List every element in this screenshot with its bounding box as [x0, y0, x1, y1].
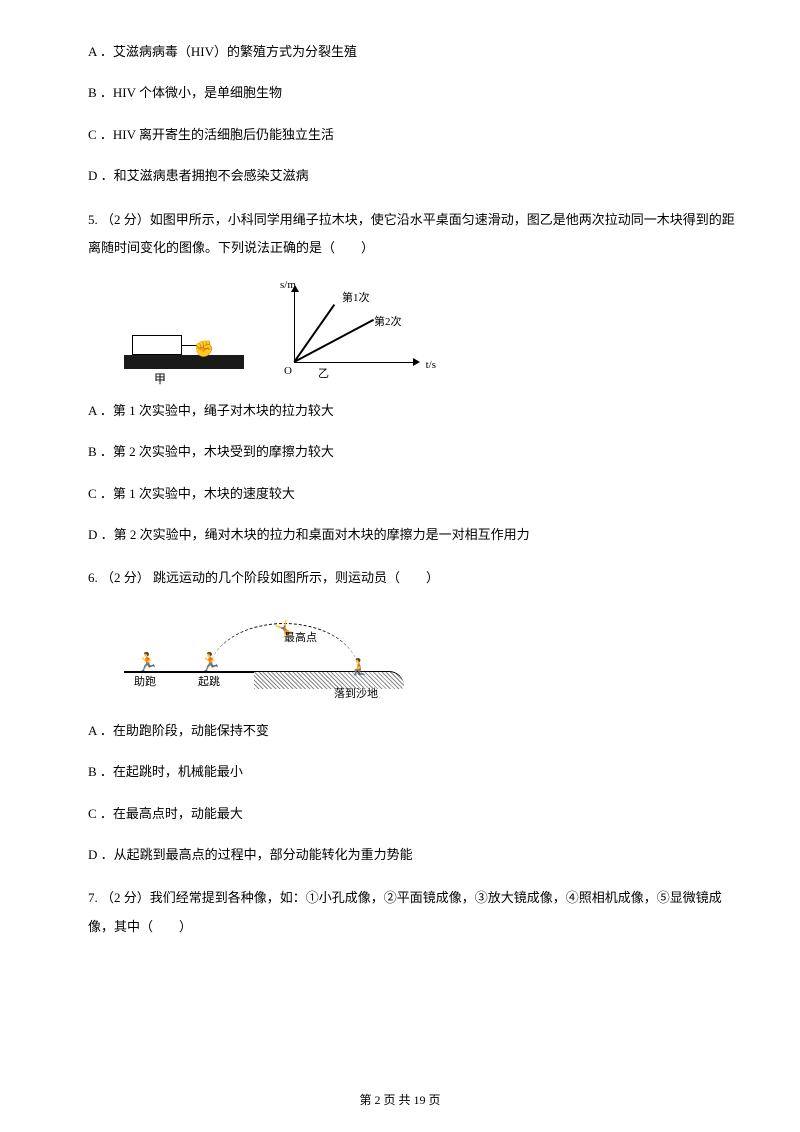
land-icon: 🧎: [349, 657, 369, 677]
phase-peak: 最高点: [284, 629, 317, 645]
q6-option-a: A ．在助跑阶段，动能保持不变: [64, 719, 736, 742]
x-axis-label: t/s: [426, 359, 436, 371]
q4-option-b: B ．HIV 个体微小，是单细胞生物: [64, 81, 736, 104]
block-pull-diagram: ✊ 甲: [124, 311, 254, 381]
phase-jump: 起跳: [198, 673, 220, 689]
y-axis-label: s/m: [280, 279, 296, 291]
q4-option-c: C ．HIV 离开寄生的活细胞后仍能独立生活: [64, 123, 736, 146]
runner-icon: 🏃: [136, 652, 158, 673]
phase-run: 助跑: [134, 673, 156, 689]
q6-option-b: B ．在起跳时，机械能最小: [64, 760, 736, 783]
q5-option-c: C ．第 1 次实验中，木块的速度较大: [64, 482, 736, 505]
q4-option-d: D ．和艾滋病患者拥抱不会感染艾滋病: [64, 164, 736, 187]
fig-label-yi: 乙: [318, 365, 329, 381]
q5-figure: ✊ 甲 s/m t/s O 第1次 第2次 乙: [124, 281, 736, 381]
q6-option-c: C ．在最高点时，动能最大: [64, 802, 736, 825]
distance-time-graph: s/m t/s O 第1次 第2次 乙: [284, 281, 434, 381]
origin-label: O: [284, 365, 292, 377]
q5-option-b: B ．第 2 次实验中，木块受到的摩擦力较大: [64, 440, 736, 463]
line1-label: 第1次: [342, 289, 370, 305]
q6-text: 6. （2 分） 跳远运动的几个阶段如图所示，则运动员（ ）: [64, 564, 736, 593]
q5-text: 5. （2 分）如图甲所示，小科同学用绳子拉木块，使它沿水平桌面匀速滑动，图乙是…: [64, 206, 736, 263]
phase-land: 落到沙地: [334, 685, 378, 701]
q4-option-a: A ．艾滋病病毒（HIV）的繁殖方式为分裂生殖: [64, 40, 736, 63]
q5-option-d: D ．第 2 次实验中，绳对木块的拉力和桌面对木块的摩擦力是一对相互作用力: [64, 523, 736, 546]
line2-label: 第2次: [374, 313, 402, 329]
q5-option-a: A ．第 1 次实验中，绳子对木块的拉力较大: [64, 399, 736, 422]
q7-text: 7. （2 分）我们经常提到各种像，如：①小孔成像，②平面镜成像，③放大镜成像，…: [64, 884, 736, 941]
jumper-icon: 🏃: [199, 652, 221, 673]
q6-option-d: D ．从起跳到最高点的过程中，部分动能转化为重力势能: [64, 843, 736, 866]
fig-label-jia: 甲: [154, 370, 166, 387]
page-footer: 第 2 页 共 19 页: [0, 1091, 800, 1108]
q6-figure: 🏃 🏃 🤸 🧎 助跑 起跳 最高点 落到沙地: [124, 611, 736, 701]
